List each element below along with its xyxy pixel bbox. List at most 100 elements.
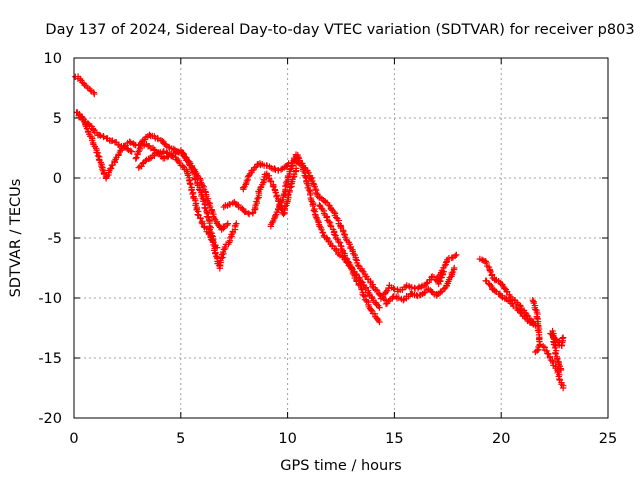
data-point [423,280,430,287]
data-point [559,384,567,392]
grid [74,58,608,418]
data-point [557,366,565,374]
data-point [376,318,383,326]
data-point [550,338,557,345]
data-point [203,213,211,220]
x-tick-label: 25 [599,431,617,447]
y-tick-label: -5 [48,231,62,247]
data-point [331,208,338,216]
data-point [316,223,323,230]
data-point [368,307,375,314]
data-point [325,218,333,226]
data-point [310,207,318,214]
data-point [242,181,249,188]
data-point [529,296,536,304]
data-point [369,283,376,290]
data-point [440,285,448,293]
data-point [282,182,289,190]
data-point [441,262,449,269]
x-tick-label: 10 [278,431,296,447]
data-point [408,284,415,291]
y-tick-labels: -20 -15 -10 -5 0 5 10 [38,51,62,427]
chart-title: Day 137 of 2024, Sidereal Day-to-day VTE… [45,22,634,38]
data-point [361,296,369,303]
data-point [120,142,127,150]
data-point [352,256,359,263]
data-point [98,162,105,170]
data-points [72,73,567,392]
data-point [302,173,309,181]
y-tick-label: 10 [44,51,62,67]
data-point [517,309,524,316]
data-point [305,186,313,194]
x-tick-label: 15 [385,431,403,447]
data-point [385,297,392,305]
data-point [146,155,154,162]
data-point [94,152,102,160]
data-point [545,350,552,358]
data-point [331,231,338,238]
data-point [368,293,375,301]
data-point [187,181,194,188]
x-tick-label: 20 [492,431,510,447]
data-point [169,152,176,160]
data-point [390,285,397,292]
data-point [160,148,167,155]
data-point [271,165,278,172]
data-point [288,163,295,170]
data-point [179,162,186,170]
y-tick-label: -10 [38,291,62,307]
data-point [138,163,145,170]
data-point [408,290,415,297]
y-axis-label: SDTVAR / TECUs [8,179,24,298]
data-point [215,222,223,230]
data-point [340,230,348,238]
data-point [243,177,250,185]
data-point [226,234,234,242]
data-point [218,255,225,262]
data-point [451,264,458,272]
data-point [81,118,88,126]
y-tick-label: 5 [53,111,62,127]
data-point [376,304,383,311]
data-point [358,267,366,274]
data-point [382,289,389,296]
data-point [405,282,413,290]
data-point [486,267,494,274]
data-point [448,269,455,277]
data-point [226,201,234,208]
data-point [251,164,258,171]
data-point [319,229,327,237]
data-point [279,196,286,204]
data-point [254,195,261,202]
data-point [199,220,206,227]
data-point [91,90,98,98]
data-point [280,192,287,199]
data-point [327,205,335,213]
data-point [280,210,287,218]
data-point [286,184,294,191]
data-point [201,204,208,211]
data-point [323,234,330,241]
data-point [133,154,140,161]
data-point [100,133,107,141]
data-point [367,306,375,313]
data-point [312,189,320,197]
data-point [198,219,205,226]
x-axis-label: GPS time / hours [280,458,401,474]
data-point [272,212,279,219]
data-point [335,238,342,246]
data-point [126,138,133,145]
data-point [327,221,334,229]
data-point [128,148,135,155]
data-point [213,244,221,251]
data-point [559,335,566,342]
plot-frame [73,57,609,419]
data-point [414,285,422,292]
data-point [136,145,144,152]
x-tick-labels: 0 5 10 15 20 25 [69,431,617,447]
data-point [486,281,493,288]
data-point [127,147,134,155]
